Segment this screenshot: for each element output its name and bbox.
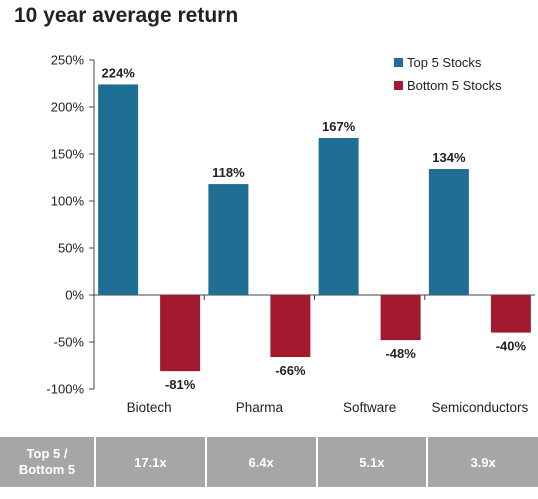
ratio-row-header-line1: Top 5 / (26, 446, 68, 461)
bar-bottom5-software (380, 295, 421, 341)
bar-chart: -100% -50% 0% 50% 100% 150% 200% 250% Biotech Pha… (46, 53, 535, 415)
y-tick-label: 250% (51, 53, 85, 68)
y-tick-label: 200% (51, 100, 85, 115)
ratio-row: Top 5 / Bottom 5 17.1x 6.4x 5.1x 3.9x (0, 437, 538, 487)
data-label: -81% (165, 377, 196, 392)
legend-swatch-top5 (394, 58, 403, 67)
y-tick-label: -100% (46, 382, 84, 397)
data-label: -48% (385, 346, 416, 361)
y-tick-label: 50% (58, 241, 84, 256)
data-label: 167% (322, 119, 356, 134)
legend: Top 5 Stocks Bottom 5 Stocks (394, 55, 502, 93)
ratio-cell-software: 5.1x (316, 437, 429, 487)
bars (98, 84, 531, 372)
data-labels: 224% 118% 167% 134% -81% -66% -48% -40% (102, 65, 527, 392)
axes: -100% -50% 0% 50% 100% 150% 200% 250% Biotech Pha… (46, 53, 535, 415)
ratio-cell-pharma: 6.4x (205, 437, 318, 487)
y-tick-label: 0% (65, 288, 84, 303)
data-label: 134% (432, 150, 466, 165)
x-tick-label: Biotech (127, 400, 172, 415)
data-label: -40% (496, 339, 527, 354)
y-tick-label: 150% (51, 147, 85, 162)
legend-label-bottom5: Bottom 5 Stocks (407, 78, 502, 93)
x-tick-label: Pharma (236, 400, 284, 415)
y-tick-label: 100% (51, 194, 85, 209)
bar-bottom5-semiconductors (490, 295, 531, 333)
bar-top5-semiconductors (428, 169, 469, 295)
x-tick-label: Semiconductors (431, 400, 528, 415)
data-label: -66% (275, 363, 306, 378)
ratio-cell-semiconductors: 3.9x (427, 437, 538, 487)
bar-top5-pharma (208, 184, 249, 295)
bar-top5-software (318, 138, 359, 295)
legend-label-top5: Top 5 Stocks (407, 55, 482, 70)
ratio-cell-biotech: 17.1x (95, 437, 207, 487)
bar-top5-biotech (98, 84, 139, 295)
bar-bottom5-pharma (270, 295, 311, 358)
bar-bottom5-biotech (160, 295, 201, 372)
ratio-table: Top 5 / Bottom 5 17.1x 6.4x 5.1x 3.9x (0, 437, 538, 487)
ratio-row-header: Top 5 / Bottom 5 (0, 437, 96, 487)
data-label: 118% (212, 165, 245, 180)
legend-swatch-bottom5 (394, 81, 403, 90)
ratio-row-header-line2: Bottom 5 (18, 462, 76, 477)
y-tick-label: -50% (54, 335, 85, 350)
x-tick-label: Software (343, 400, 396, 415)
chart-title: 10 year average return (14, 4, 239, 27)
data-label: 224% (102, 65, 136, 80)
